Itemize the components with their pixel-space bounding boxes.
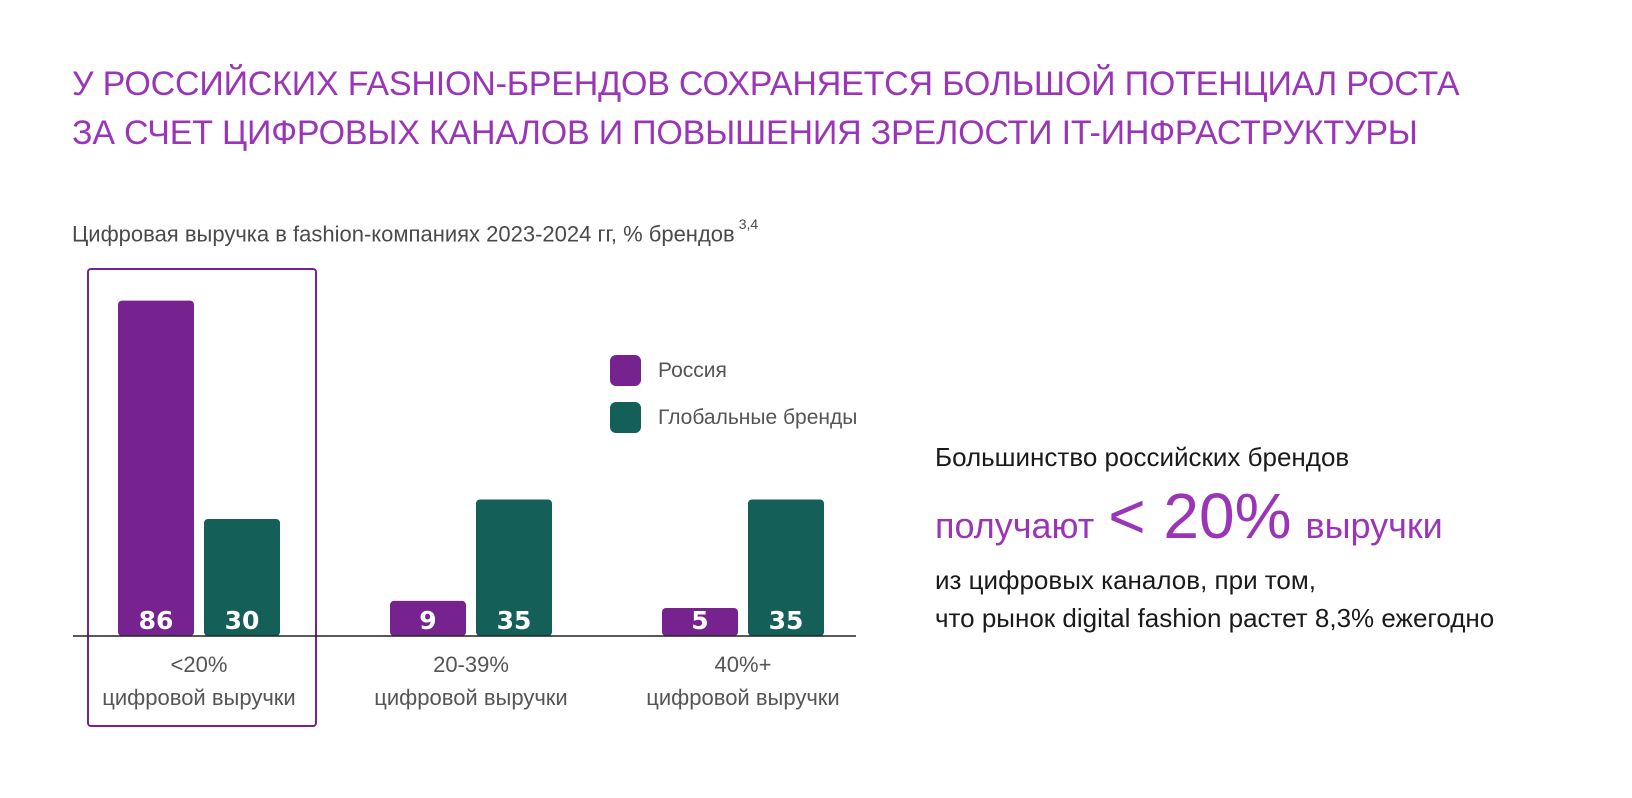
bar-global-0: [204, 519, 280, 636]
callout: Большинство российских брендов получают …: [935, 442, 1615, 637]
bar-russia-1: [390, 600, 466, 636]
callout-line-4: что рынок digital fashion растет 8,3% еж…: [935, 603, 1495, 633]
category-label: <20%: [171, 652, 228, 677]
bar-value-label: 35: [497, 606, 532, 635]
chart-footnote: 3,4: [738, 216, 759, 232]
callout-highlight-value: < 20%: [1108, 480, 1292, 552]
chart-title-text: Цифровая выручка в fashion-компаниях 202…: [72, 221, 735, 247]
category-label: 40%+: [715, 652, 772, 677]
page-title-line-2: за счет цифровых каналов и повышения зре…: [72, 114, 1418, 152]
category-label: 20-39%: [433, 652, 509, 677]
category-label: цифровой выручки: [102, 685, 295, 710]
callout-line-1: Большинство российских брендов: [935, 442, 1350, 472]
bar-value-label: 9: [419, 606, 436, 635]
bar-global-2: [748, 499, 824, 636]
legend-swatch: [610, 402, 641, 433]
bar-chart: 86 30 <20% цифровой выручки 9 35 20-39% цифрово…: [73, 268, 857, 727]
bar-value-label: 30: [225, 606, 260, 635]
legend-swatch: [610, 355, 641, 386]
callout-suffix: выручки: [1305, 505, 1443, 546]
page-title: У российских fashion-брендов сохраняется…: [72, 60, 1532, 158]
bar-russia-0: [118, 300, 194, 636]
bar-russia-2: [662, 608, 738, 636]
category-label: цифровой выручки: [646, 685, 839, 710]
category-label: цифровой выручки: [374, 685, 567, 710]
bar-value-label: 35: [769, 606, 804, 635]
highlight-frame: [87, 268, 317, 727]
chart-title: Цифровая выручка в fashion-компаниях 202…: [72, 216, 758, 247]
legend-label: Россия: [658, 359, 727, 382]
page-title-line-1: У российских fashion-брендов сохраняется…: [72, 65, 1460, 103]
bar-value-label: 86: [139, 606, 174, 635]
callout-details: из цифровых каналов, при том, что рынок …: [935, 561, 1615, 637]
callout-line-2: получают < 20% выручки: [935, 479, 1615, 553]
bar-global-1: [476, 499, 552, 636]
legend-label: Глобальные бренды: [658, 406, 857, 429]
callout-line-3: из цифровых каналов, при том,: [935, 565, 1316, 595]
bar-value-label: 5: [691, 606, 708, 635]
callout-prefix: получают: [935, 505, 1095, 546]
